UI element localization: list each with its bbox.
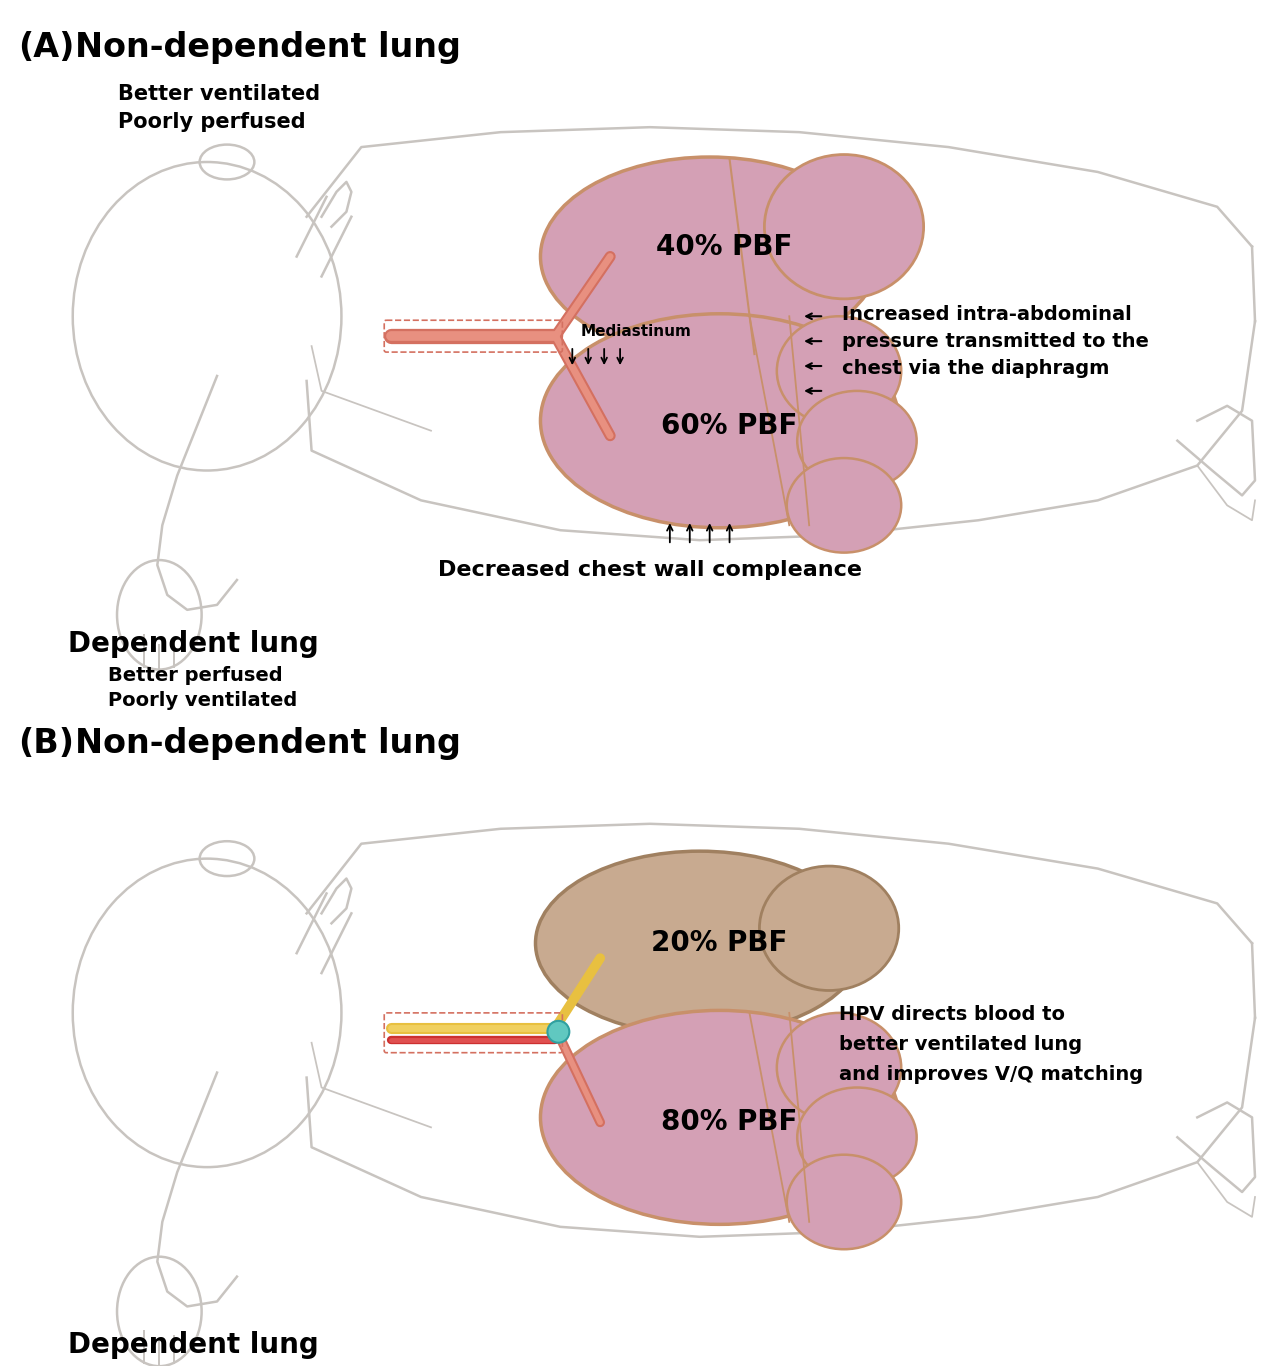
Text: Better ventilated: Better ventilated xyxy=(117,85,319,104)
Ellipse shape xyxy=(797,1088,917,1186)
Text: Dependent lung: Dependent lung xyxy=(68,1332,318,1359)
Ellipse shape xyxy=(760,866,899,991)
Ellipse shape xyxy=(797,390,917,490)
Text: chest via the diaphragm: chest via the diaphragm xyxy=(842,359,1110,378)
Ellipse shape xyxy=(776,316,902,426)
Text: Dependent lung: Dependent lung xyxy=(68,630,318,658)
Ellipse shape xyxy=(776,1012,902,1122)
Ellipse shape xyxy=(787,458,902,552)
Text: HPV directs blood to: HPV directs blood to xyxy=(839,1006,1065,1025)
Text: Non-dependent lung: Non-dependent lung xyxy=(75,727,461,760)
Text: pressure transmitted to the: pressure transmitted to the xyxy=(842,332,1149,351)
Ellipse shape xyxy=(548,1021,570,1043)
Ellipse shape xyxy=(540,1011,899,1225)
Text: Better perfused: Better perfused xyxy=(107,666,282,685)
Text: Non-dependent lung: Non-dependent lung xyxy=(75,30,461,63)
Ellipse shape xyxy=(787,1155,902,1249)
Text: (B): (B) xyxy=(18,727,74,760)
Ellipse shape xyxy=(540,158,879,356)
Text: 40% PBF: 40% PBF xyxy=(656,233,793,260)
Text: Mediastinum: Mediastinum xyxy=(580,323,691,338)
Text: better ventilated lung: better ventilated lung xyxy=(839,1036,1082,1055)
Ellipse shape xyxy=(540,314,899,527)
Text: (A): (A) xyxy=(18,30,74,63)
Ellipse shape xyxy=(765,155,923,299)
Text: 20% PBF: 20% PBF xyxy=(651,929,788,958)
Ellipse shape xyxy=(535,851,865,1036)
Text: Poorly ventilated: Poorly ventilated xyxy=(107,692,296,711)
Text: 80% PBF: 80% PBF xyxy=(661,1108,798,1136)
Text: and improves V/Q matching: and improves V/Q matching xyxy=(839,1064,1143,1084)
Text: Poorly perfused: Poorly perfused xyxy=(117,112,305,133)
Text: Increased intra-abdominal: Increased intra-abdominal xyxy=(842,304,1131,323)
Text: Decreased chest wall compleance: Decreased chest wall compleance xyxy=(438,560,862,580)
Text: 60% PBF: 60% PBF xyxy=(661,412,798,440)
